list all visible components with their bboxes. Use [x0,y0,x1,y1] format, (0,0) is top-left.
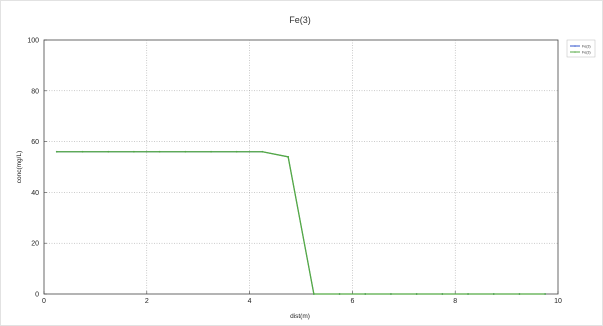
series-line-2 [56,151,546,295]
y-tick-label: 60 [31,139,39,146]
data-point [210,150,212,153]
legend-entry: Fe(3) [582,44,591,48]
data-point [415,293,418,295]
data-point [235,150,238,153]
legend: Fe(3) Fe(3) [566,39,596,58]
y-tick-label: 20 [31,241,39,248]
y-tick-label: 0 [35,292,39,299]
x-tick-labels: 0 2 4 6 8 10 [42,298,562,305]
y-tick-label: 80 [31,88,39,95]
x-tick-label: 2 [145,298,149,305]
data-point [55,150,58,153]
data-point [518,293,521,295]
legend-marker [574,45,576,47]
data-point [133,150,135,153]
data-point [107,150,110,153]
data-point [364,293,367,295]
data-point [467,293,469,295]
grid-lines [44,40,558,294]
data-point [390,293,392,295]
data-point [287,155,290,158]
plot-background [43,39,559,295]
series-group [55,150,547,295]
y-tick-label: 100 [27,38,39,45]
x-tick-label: 6 [350,298,354,305]
x-tick-label: 10 [554,298,562,305]
x-tick-label: 8 [453,298,457,305]
data-point [261,150,264,153]
data-point [338,293,341,295]
x-tick-label: 0 [42,298,46,305]
data-point [312,293,315,295]
legend-box [566,39,596,58]
plot-area [43,39,559,295]
y-tick-label: 40 [31,190,39,197]
data-point [81,150,84,153]
data-point [158,150,161,153]
legend-entry: Fe(3) [582,50,591,54]
data-point [492,293,495,295]
x-tick-label: 4 [248,298,252,305]
data-point [184,150,187,153]
data-point [544,293,547,295]
legend-marker [574,51,576,53]
data-point [441,293,444,295]
chart-title: Fe(3) [289,15,311,25]
x-axis-label: dist(m) [290,313,310,320]
y-tick-labels: 0 20 40 60 80 100 [27,38,39,299]
y-axis-label: conc(mg/L) [16,151,23,184]
